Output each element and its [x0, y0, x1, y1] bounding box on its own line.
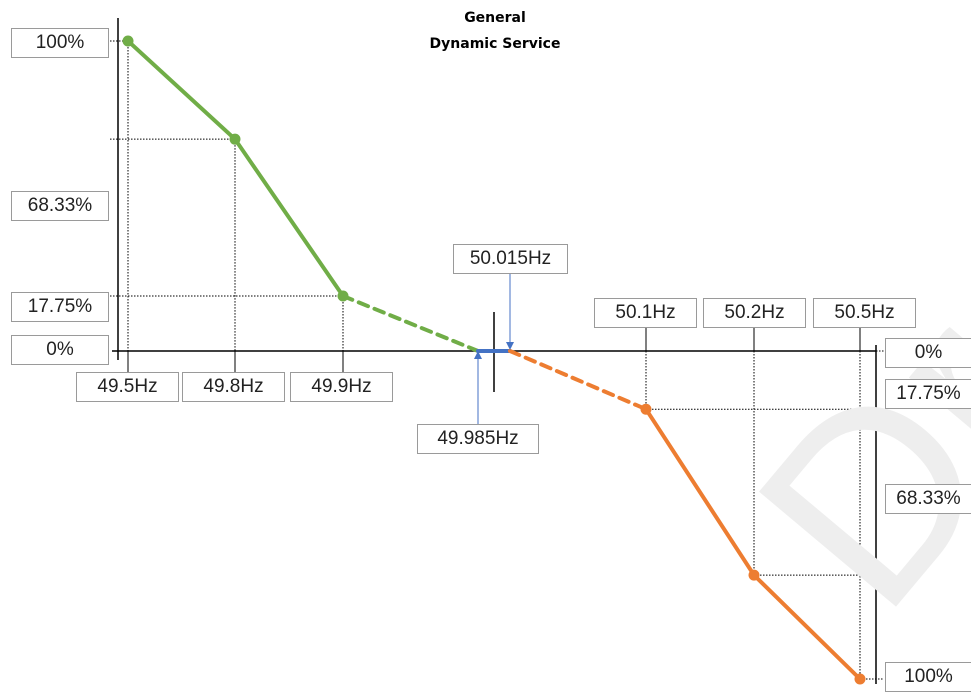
right-y-label: 17.75% — [885, 379, 971, 409]
low-series-line — [341, 293, 480, 353]
low-data-point — [229, 133, 241, 145]
low-x-label: 49.8Hz — [182, 372, 285, 402]
guide-lines — [110, 40, 886, 680]
right-y-label: 100% — [885, 662, 971, 692]
chart-title: General — [464, 10, 526, 26]
high-x-label: 50.2Hz — [703, 298, 806, 328]
low-x-label: 49.9Hz — [290, 372, 393, 402]
low-x-label: 49.5Hz — [76, 372, 179, 402]
arrow-head — [506, 342, 514, 350]
deadband-high-label: 50.015Hz — [453, 244, 568, 274]
high-x-label: 50.1Hz — [594, 298, 697, 328]
low-series-line — [126, 39, 345, 298]
high-series-line — [508, 349, 648, 412]
right-y-label: 68.33% — [885, 484, 971, 514]
right-y-label: 0% — [885, 338, 971, 368]
deadband-arrows — [474, 274, 514, 424]
low-data-point — [337, 290, 349, 302]
left-y-label: 100% — [11, 28, 109, 58]
high-data-point — [640, 403, 652, 415]
left-y-label: 17.75% — [11, 292, 109, 322]
high-x-label: 50.5Hz — [813, 298, 916, 328]
arrow-head — [474, 351, 482, 359]
low-data-point — [122, 35, 134, 47]
left-y-label: 68.33% — [11, 191, 109, 221]
high-data-point — [854, 673, 866, 685]
data-points — [122, 35, 866, 685]
high-series-line — [644, 407, 862, 681]
chart-subtitle: Dynamic Service — [429, 36, 561, 52]
deadband-low-label: 49.985Hz — [417, 424, 539, 454]
high-data-point — [748, 569, 760, 581]
left-y-label: 0% — [11, 335, 109, 365]
